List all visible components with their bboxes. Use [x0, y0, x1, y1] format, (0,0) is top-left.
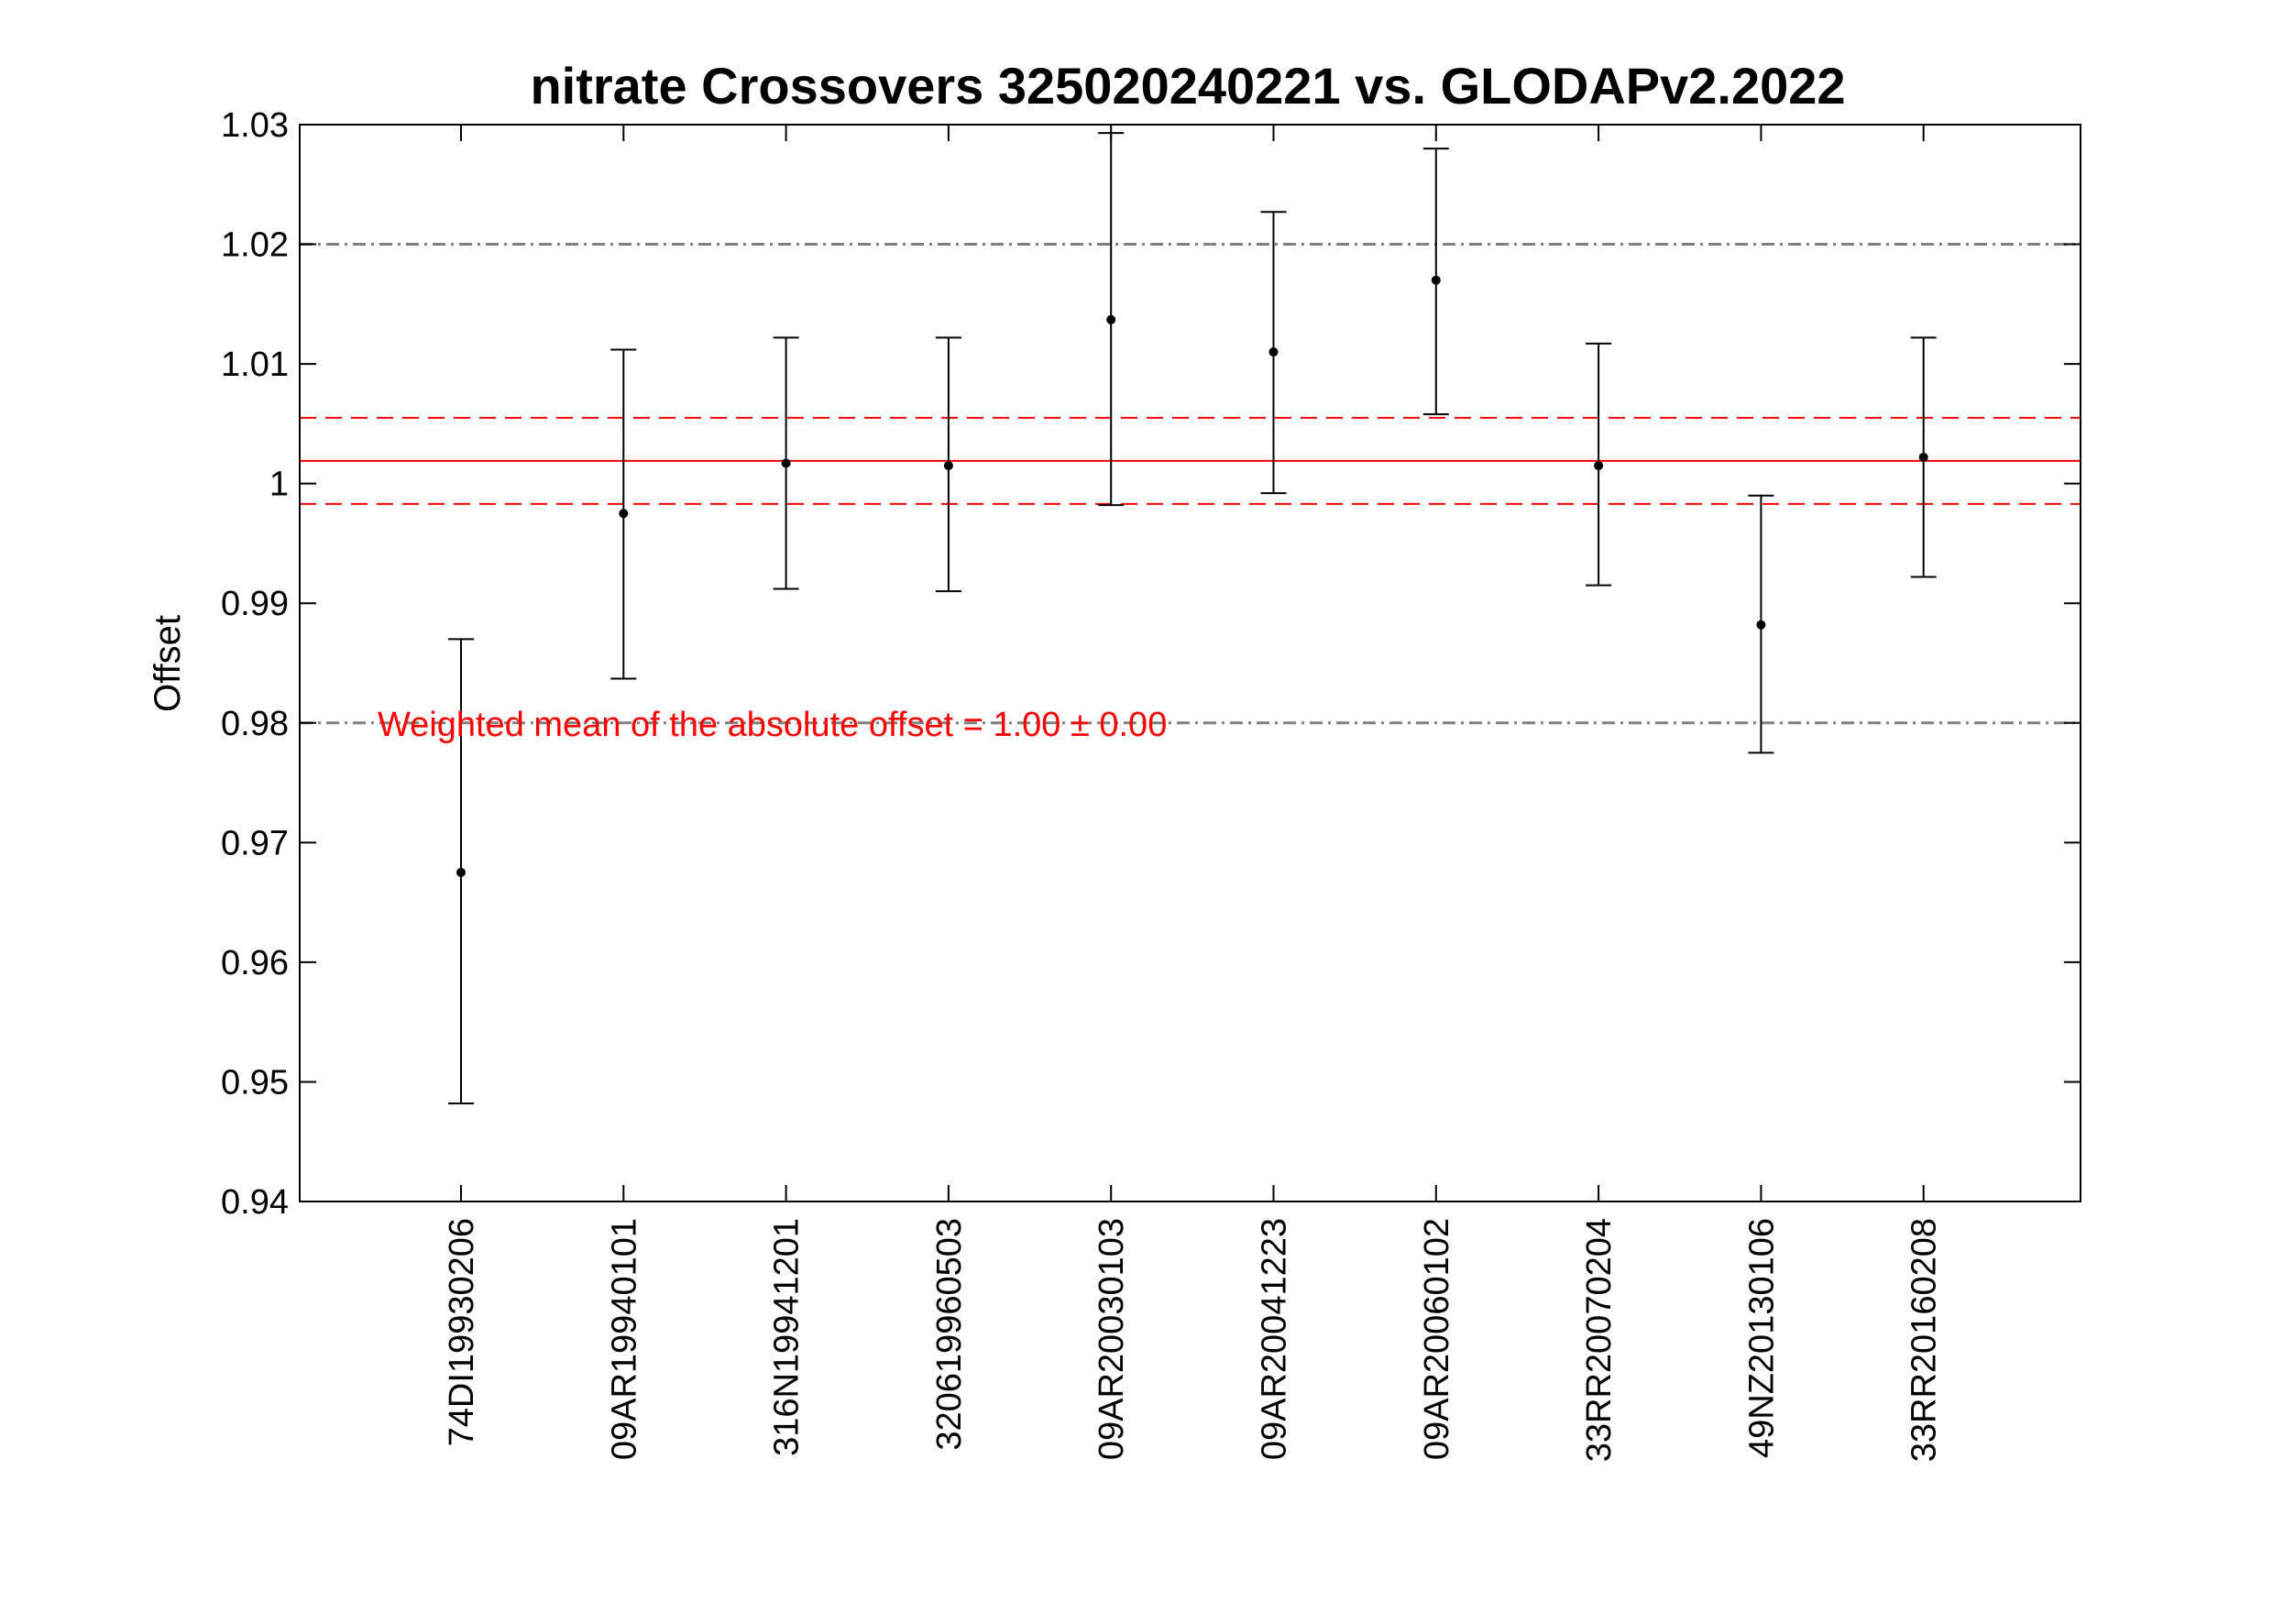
- x-tick-label: 74DI19930206: [443, 1218, 481, 1446]
- x-tick-label: 09AR20041223: [1256, 1218, 1294, 1460]
- y-tick-label: 1.02: [221, 226, 289, 265]
- x-tick-label: 09AR19940101: [605, 1218, 643, 1460]
- data-point: [1431, 275, 1441, 285]
- x-tick-label: 33RR20160208: [1905, 1218, 1944, 1462]
- y-tick-label: 1.01: [221, 346, 289, 384]
- data-point: [1756, 620, 1766, 630]
- y-tick-label: 0.96: [221, 944, 289, 982]
- axes-box: [299, 124, 2081, 1202]
- data-point: [943, 461, 953, 471]
- data-point: [619, 509, 629, 519]
- x-tick-label: 316N19941201: [768, 1218, 807, 1456]
- y-tick-label: 0.99: [221, 585, 289, 623]
- y-tick-label: 1.03: [221, 106, 289, 145]
- weighted-mean-annotation: Weighted mean of the absolute offset = 1…: [378, 706, 1167, 744]
- x-tick-label: 320619960503: [930, 1218, 969, 1451]
- y-axis-label: Offset: [148, 615, 188, 712]
- y-tick-label: 0.94: [221, 1183, 289, 1222]
- y-tick-label: 0.97: [221, 824, 289, 862]
- data-point: [1594, 461, 1604, 471]
- x-tick-label: 49NZ20130106: [1742, 1218, 1781, 1458]
- y-tick-label: 0.98: [221, 705, 289, 743]
- y-tick-label: 1: [269, 466, 289, 504]
- plot-area: 0.94 0.95 0.96 0.97 0.98 0.99 1 1.01 1.02 1.03 74D…: [221, 106, 2081, 1462]
- chart-title: nitrate Crossovers 325020240221 vs. GLOD…: [530, 57, 1845, 115]
- data-point: [456, 867, 466, 877]
- y-tick-label: 0.95: [221, 1063, 289, 1102]
- data-point: [1106, 314, 1116, 324]
- data-point: [1268, 347, 1279, 357]
- data-point: [1918, 452, 1928, 462]
- x-tick-label: 09AR20060102: [1418, 1218, 1456, 1460]
- x-tick-label: 09AR20030103: [1093, 1218, 1131, 1460]
- data-point: [781, 458, 791, 468]
- x-tick-label: 33RR20070204: [1580, 1218, 1619, 1462]
